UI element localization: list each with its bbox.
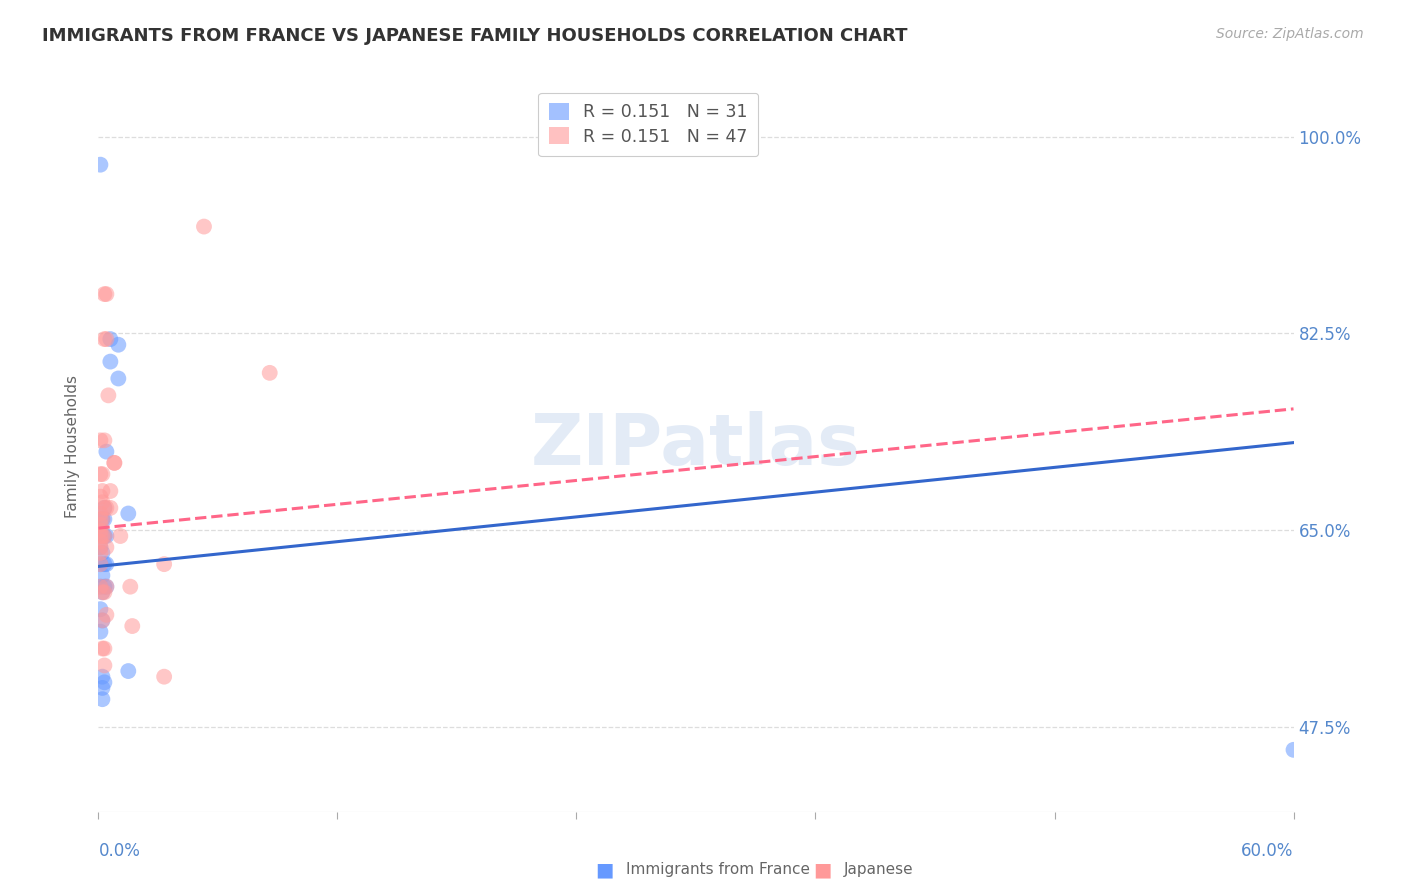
- Point: [89, 546, 111, 560]
- Point: [89, 624, 111, 639]
- Point: [91, 568, 114, 582]
- Point: [91, 467, 114, 482]
- Text: ■: ■: [813, 860, 832, 880]
- Point: [91, 614, 114, 628]
- Point: [89, 602, 111, 616]
- Point: [98, 332, 122, 346]
- Point: [259, 366, 281, 380]
- Point: [89, 557, 111, 571]
- Point: [96, 332, 118, 346]
- Point: [89, 534, 111, 549]
- Text: 0.0%: 0.0%: [98, 842, 141, 860]
- Point: [110, 529, 132, 543]
- Point: [93, 675, 115, 690]
- Point: [93, 580, 115, 594]
- Point: [153, 557, 176, 571]
- Point: [91, 483, 114, 498]
- Point: [89, 434, 111, 448]
- Point: [107, 371, 129, 385]
- Point: [93, 658, 115, 673]
- Point: [91, 585, 114, 599]
- Point: [117, 507, 139, 521]
- Point: [89, 580, 111, 594]
- Point: [1282, 743, 1305, 757]
- Point: [96, 541, 118, 555]
- Point: [91, 546, 114, 560]
- Y-axis label: Family Households: Family Households: [65, 375, 80, 517]
- Text: Japanese: Japanese: [844, 863, 914, 877]
- Point: [98, 500, 122, 515]
- Point: [98, 354, 122, 368]
- Point: [91, 614, 114, 628]
- Point: [89, 541, 111, 555]
- Text: IMMIGRANTS FROM FRANCE VS JAPANESE FAMILY HOUSEHOLDS CORRELATION CHART: IMMIGRANTS FROM FRANCE VS JAPANESE FAMIL…: [42, 27, 908, 45]
- Point: [93, 512, 115, 526]
- Point: [89, 524, 111, 538]
- Point: [193, 219, 215, 234]
- Point: [93, 434, 115, 448]
- Point: [93, 585, 115, 599]
- Point: [89, 507, 111, 521]
- Point: [91, 529, 114, 543]
- Point: [96, 580, 118, 594]
- Legend: R = 0.151   N = 31, R = 0.151   N = 47: R = 0.151 N = 31, R = 0.151 N = 47: [538, 93, 758, 156]
- Point: [93, 557, 115, 571]
- Point: [91, 670, 114, 684]
- Point: [91, 641, 114, 656]
- Point: [121, 619, 143, 633]
- Point: [89, 158, 111, 172]
- Text: ZIPatlas: ZIPatlas: [531, 411, 860, 481]
- Point: [98, 483, 122, 498]
- Point: [89, 512, 111, 526]
- Point: [120, 580, 142, 594]
- Point: [89, 541, 111, 555]
- Point: [96, 607, 118, 622]
- Point: [93, 500, 115, 515]
- Text: ■: ■: [595, 860, 614, 880]
- Point: [96, 500, 118, 515]
- Point: [93, 641, 115, 656]
- Point: [91, 512, 114, 526]
- Point: [103, 456, 125, 470]
- Point: [96, 557, 118, 571]
- Text: Immigrants from France: Immigrants from France: [626, 863, 810, 877]
- Point: [93, 500, 115, 515]
- Point: [89, 517, 111, 532]
- Point: [96, 287, 118, 301]
- Text: 60.0%: 60.0%: [1241, 842, 1294, 860]
- Point: [103, 456, 125, 470]
- Point: [91, 512, 114, 526]
- Point: [96, 444, 118, 458]
- Point: [91, 692, 114, 706]
- Point: [93, 529, 115, 543]
- Point: [97, 388, 120, 402]
- Point: [89, 580, 111, 594]
- Point: [153, 670, 176, 684]
- Point: [93, 529, 115, 543]
- Point: [91, 495, 114, 509]
- Point: [96, 529, 118, 543]
- Point: [91, 585, 114, 599]
- Point: [89, 490, 111, 504]
- Point: [93, 332, 115, 346]
- Point: [117, 664, 139, 678]
- Point: [107, 337, 129, 351]
- Point: [96, 580, 118, 594]
- Point: [89, 529, 111, 543]
- Point: [93, 287, 115, 301]
- Point: [91, 681, 114, 695]
- Text: Source: ZipAtlas.com: Source: ZipAtlas.com: [1216, 27, 1364, 41]
- Point: [89, 467, 111, 482]
- Point: [89, 557, 111, 571]
